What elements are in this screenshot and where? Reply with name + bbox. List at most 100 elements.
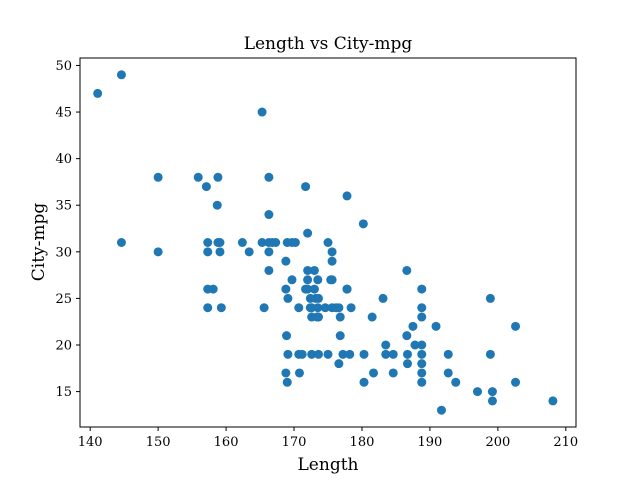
data-point xyxy=(327,247,337,257)
data-point xyxy=(309,284,319,294)
data-point xyxy=(237,238,247,247)
data-point xyxy=(327,275,337,285)
data-point xyxy=(264,265,274,275)
data-point xyxy=(338,349,348,359)
data-point xyxy=(212,200,222,210)
data-point xyxy=(320,303,330,313)
data-point xyxy=(410,340,420,350)
data-point xyxy=(303,284,313,294)
x-tick-label: 170 xyxy=(282,435,307,450)
data-point xyxy=(282,377,292,387)
data-point xyxy=(334,359,344,369)
data-point xyxy=(281,256,291,266)
data-point xyxy=(342,191,352,201)
data-point xyxy=(417,303,427,313)
data-point xyxy=(431,321,441,331)
data-point xyxy=(301,182,311,192)
chart-title: Length vs City-mpg xyxy=(244,34,413,54)
data-point xyxy=(153,172,163,182)
data-point xyxy=(313,293,323,303)
y-tick-label: 40 xyxy=(55,152,72,167)
data-point xyxy=(213,172,223,182)
data-point xyxy=(451,377,461,387)
data-point xyxy=(417,359,427,369)
data-point xyxy=(201,182,211,192)
points-layer xyxy=(93,70,558,415)
data-point xyxy=(487,396,497,406)
data-point xyxy=(417,340,427,350)
data-point xyxy=(281,368,291,378)
data-point xyxy=(264,172,274,182)
x-axis-label: Length xyxy=(298,455,359,475)
data-point xyxy=(403,349,412,359)
data-point xyxy=(485,293,495,303)
data-point xyxy=(309,265,319,275)
data-point xyxy=(369,368,379,378)
data-point xyxy=(358,219,368,229)
data-point xyxy=(203,247,213,257)
x-tick-label: 140 xyxy=(78,435,103,450)
data-point xyxy=(203,238,213,247)
data-point xyxy=(345,349,355,359)
data-point xyxy=(283,293,293,303)
data-point xyxy=(208,284,218,294)
data-point xyxy=(282,331,292,341)
data-point xyxy=(359,377,369,387)
data-point xyxy=(388,368,398,378)
data-point xyxy=(193,172,203,182)
data-point xyxy=(307,349,317,359)
data-point xyxy=(116,238,126,247)
data-point xyxy=(271,238,281,247)
x-tick-label: 160 xyxy=(214,435,239,450)
y-axis-label: City-mpg xyxy=(29,203,49,282)
y-tick-label: 20 xyxy=(55,339,72,354)
data-point xyxy=(511,321,521,331)
data-point xyxy=(417,284,427,294)
data-point xyxy=(283,349,293,359)
data-point xyxy=(342,284,352,294)
data-point xyxy=(402,265,412,275)
data-point xyxy=(264,210,274,220)
data-point xyxy=(388,349,398,359)
data-point xyxy=(378,293,388,303)
x-tick-label: 190 xyxy=(418,435,443,450)
data-point xyxy=(548,396,558,406)
y-tick-label: 45 xyxy=(55,106,72,121)
data-point xyxy=(346,303,356,313)
data-point xyxy=(215,238,225,247)
data-point xyxy=(203,303,213,313)
data-point xyxy=(381,349,391,359)
data-point xyxy=(259,303,269,313)
data-point xyxy=(417,312,427,322)
data-point xyxy=(216,303,226,313)
data-point xyxy=(408,321,418,331)
data-point xyxy=(287,275,297,285)
x-tick-label: 200 xyxy=(485,435,510,450)
data-point xyxy=(313,275,323,285)
data-point xyxy=(485,349,495,359)
data-point xyxy=(367,312,377,322)
data-point xyxy=(359,349,369,359)
data-point xyxy=(116,70,126,80)
data-point xyxy=(297,349,307,359)
data-point xyxy=(303,275,313,285)
y-tick-label: 25 xyxy=(55,292,72,307)
y-tick-label: 30 xyxy=(55,245,72,260)
data-point xyxy=(511,377,521,387)
data-point xyxy=(257,238,267,247)
axes-layer: 140 150 160 170 180 190 200 210 15 20 25 30 35 40 45 50 xyxy=(55,59,578,450)
data-point xyxy=(335,331,345,341)
data-point xyxy=(294,303,304,313)
y-tick-label: 15 xyxy=(55,385,72,400)
data-point xyxy=(472,387,482,397)
data-point xyxy=(257,107,267,117)
y-tick-label: 50 xyxy=(55,59,72,74)
data-point xyxy=(294,368,304,378)
x-tick-label: 180 xyxy=(350,435,375,450)
data-point xyxy=(313,349,323,359)
data-point xyxy=(244,247,254,257)
data-point xyxy=(215,247,225,257)
data-point xyxy=(402,331,412,341)
